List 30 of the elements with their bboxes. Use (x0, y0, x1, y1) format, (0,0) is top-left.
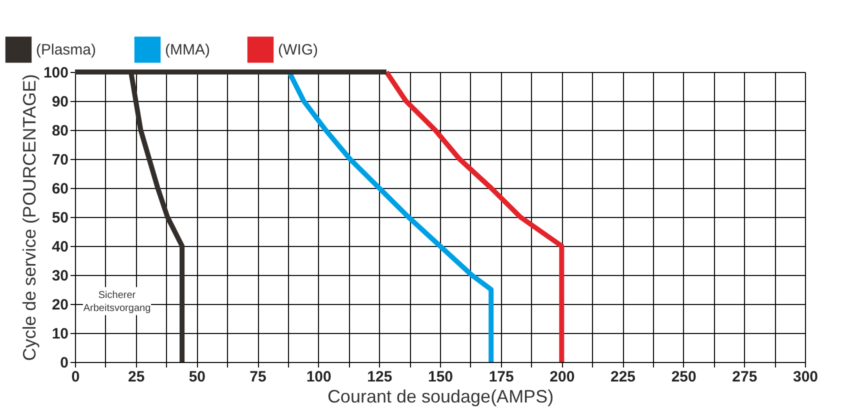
y-tick-label: 50 (52, 210, 68, 226)
x-tick-label: 175 (488, 368, 514, 386)
x-tick-label: 150 (428, 368, 454, 386)
y-tick-label: 0 (60, 354, 68, 372)
y-tick-label: 80 (52, 122, 68, 140)
x-tick-label: 200 (550, 368, 575, 386)
x-tick-label: 225 (610, 368, 636, 386)
legend-label: (Plasma) (36, 42, 96, 59)
x-tick-label: 275 (732, 368, 758, 386)
annotation: Sicherer Arbeitsvorgang (83, 290, 151, 314)
y-tick-label: 20 (52, 296, 68, 314)
x-tick-label: 50 (188, 368, 206, 386)
legend-label: (MMA) (165, 42, 210, 59)
x-axis-title: Courant de soudage(AMPS) (327, 386, 554, 406)
legend-label: (WIG) (278, 42, 318, 59)
y-axis-title: Cycle de service (POURCENTAGE) (19, 74, 40, 361)
y-tick-label: 70 (52, 152, 68, 168)
x-tick-label: 250 (671, 368, 696, 386)
y-tick-label: 60 (52, 180, 68, 198)
y-tick-label: 40 (52, 238, 68, 256)
x-tick-label: 300 (792, 368, 818, 386)
y-tick-label: 10 (52, 326, 68, 342)
x-tick-label: 25 (128, 368, 145, 386)
y-tick-label: 100 (43, 64, 68, 82)
x-tick-label: 100 (306, 368, 332, 386)
x-tick-label: 75 (250, 368, 266, 386)
y-tick-label: 90 (52, 94, 68, 110)
y-tick-label: 30 (52, 268, 68, 284)
x-tick-label: 125 (367, 368, 392, 386)
x-tick-label: 0 (71, 368, 80, 386)
